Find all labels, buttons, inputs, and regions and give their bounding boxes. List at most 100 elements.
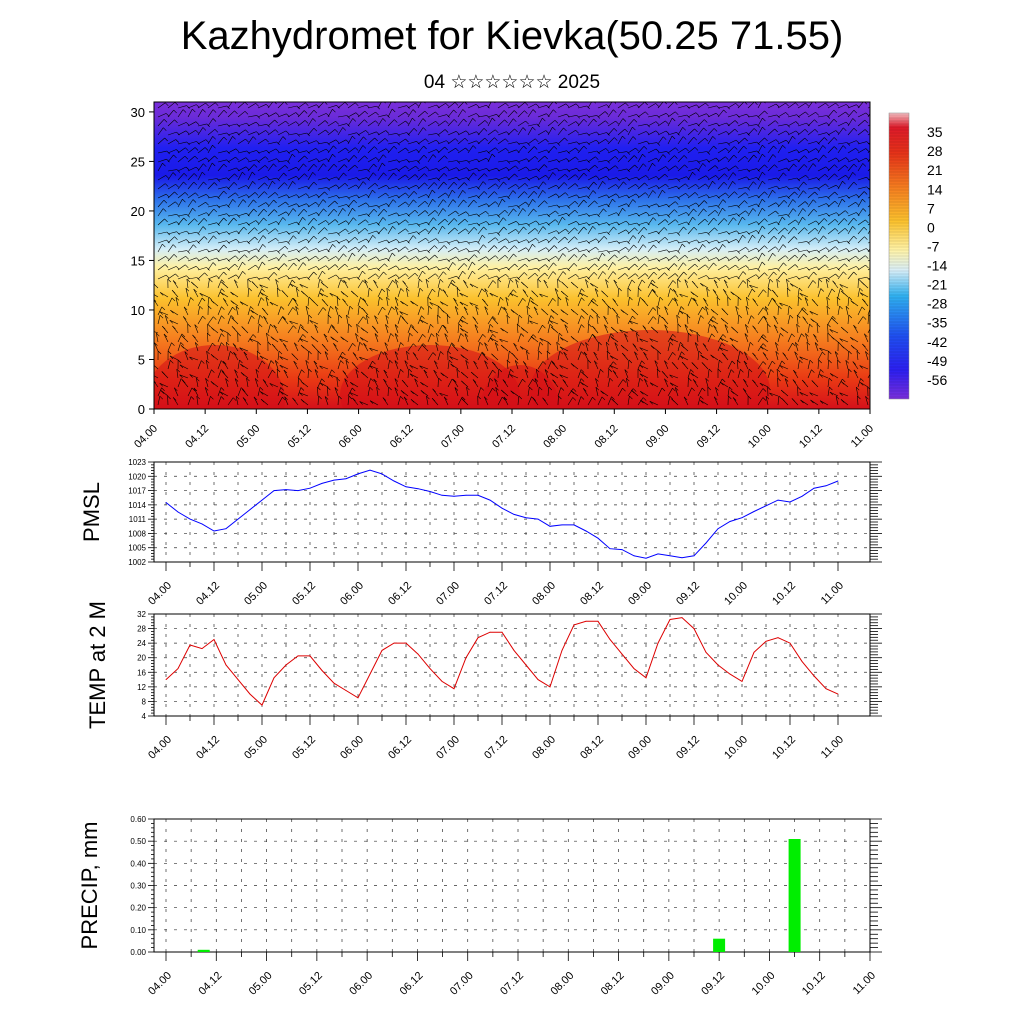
wind-barb xyxy=(787,306,790,316)
wind-barb xyxy=(637,378,641,388)
wind-barb-flag xyxy=(364,264,369,268)
wind-barb xyxy=(187,166,197,172)
wind-barb xyxy=(839,284,849,289)
wind-barb-flag xyxy=(734,191,738,195)
wind-barb-flag xyxy=(234,263,239,268)
wind-barb xyxy=(217,244,224,253)
wind-barb xyxy=(397,105,407,109)
wind-barb-flag xyxy=(656,185,660,189)
wind-barb-flag xyxy=(644,378,648,383)
wind-barb xyxy=(513,343,519,352)
wind-barb-flag xyxy=(746,278,751,283)
wind-barb-flag xyxy=(255,369,260,373)
wind-barb-flag xyxy=(334,387,339,391)
wind-barb-flag xyxy=(694,263,699,268)
wind-barb-flag xyxy=(826,296,830,301)
wind-barb xyxy=(257,150,267,154)
wind-barb-flag xyxy=(855,148,859,152)
wind-barb-flag xyxy=(767,323,771,328)
wind-barb-flag xyxy=(344,263,349,268)
wind-barb xyxy=(369,365,379,370)
wind-barb-flag xyxy=(308,368,312,373)
wind-barb xyxy=(407,149,417,154)
wind-barb-flag xyxy=(226,240,230,244)
wind-barb-flag xyxy=(522,127,527,131)
wind-barb xyxy=(717,342,722,352)
y-tick-label: 25 xyxy=(131,154,145,169)
wind-barb xyxy=(677,351,682,361)
wind-barb-flag xyxy=(325,220,329,224)
wind-barb xyxy=(187,297,191,307)
wind-barb xyxy=(847,104,857,109)
wind-barb xyxy=(197,272,205,280)
wind-barb xyxy=(667,135,673,145)
wind-barb xyxy=(637,204,647,208)
wind-barb xyxy=(597,208,604,217)
wind-barb xyxy=(797,360,800,370)
wind-barb-flag xyxy=(622,207,626,212)
wind-barb-flag xyxy=(656,267,660,271)
wind-barb-flag xyxy=(745,324,749,328)
wind-barb xyxy=(267,221,277,226)
wind-barb-flag xyxy=(845,157,850,161)
wind-barb xyxy=(437,288,440,298)
wind-barb xyxy=(777,395,780,406)
wind-barb-flag xyxy=(242,271,246,275)
wind-barb-flag xyxy=(756,268,761,272)
wind-barb-flag xyxy=(433,369,437,374)
wind-barb xyxy=(467,131,477,136)
wind-barb xyxy=(477,157,487,163)
wind-barb xyxy=(373,378,379,388)
wind-barb xyxy=(257,165,266,172)
wind-barb xyxy=(605,279,609,289)
wind-barb-flag xyxy=(626,203,630,207)
wind-barb-flag xyxy=(532,109,537,113)
wind-barb xyxy=(157,208,164,217)
wind-barb-flag xyxy=(624,273,629,277)
wind-barb xyxy=(507,276,517,280)
wind-barb xyxy=(447,360,450,370)
wind-barb-flag xyxy=(541,308,545,313)
wind-barb xyxy=(527,109,534,118)
wind-barb xyxy=(384,351,389,361)
wind-barb-flag xyxy=(501,389,505,394)
wind-barb xyxy=(676,315,679,325)
wind-barb-flag xyxy=(685,193,689,197)
x-tick-label: 05.12 xyxy=(286,423,314,451)
wind-barb-flag xyxy=(394,324,399,328)
wind-barb-flag xyxy=(809,359,814,364)
wind-barb xyxy=(279,356,289,361)
wind-barb xyxy=(853,369,859,379)
wind-barb-flag xyxy=(247,278,252,283)
wind-barb xyxy=(737,102,745,109)
wind-barb-flag xyxy=(524,183,529,187)
wind-barb-flag xyxy=(291,353,295,357)
wind-barb xyxy=(267,148,277,154)
wind-barb xyxy=(827,323,829,334)
wind-barb-flag xyxy=(720,317,725,322)
wind-barb-flag xyxy=(593,102,596,104)
wind-barb-flag xyxy=(234,102,237,104)
wind-barb-flag xyxy=(492,316,497,320)
wind-barb xyxy=(617,220,627,226)
wind-barb-flag xyxy=(279,364,284,369)
wind-barb-flag xyxy=(220,291,224,296)
wind-barb-flag xyxy=(746,231,750,235)
wind-barb-flag xyxy=(295,139,300,144)
wind-barb xyxy=(237,157,246,163)
wind-barb-flag xyxy=(401,317,406,321)
wind-barb-flag xyxy=(355,333,359,337)
wind-barb-flag xyxy=(586,168,590,173)
wind-barb-flag xyxy=(274,228,279,232)
wind-barb xyxy=(167,131,177,136)
wind-barb xyxy=(527,138,536,145)
wind-barb-flag xyxy=(213,182,218,186)
wind-barb xyxy=(847,314,850,325)
wind-barb xyxy=(867,373,870,379)
wind-barb xyxy=(377,162,383,172)
wind-barb xyxy=(857,255,866,262)
wind-barb-flag xyxy=(760,346,764,350)
wind-barb-flag xyxy=(383,102,386,104)
wind-barb-flag xyxy=(166,158,170,163)
wind-barb-flag xyxy=(544,369,549,373)
